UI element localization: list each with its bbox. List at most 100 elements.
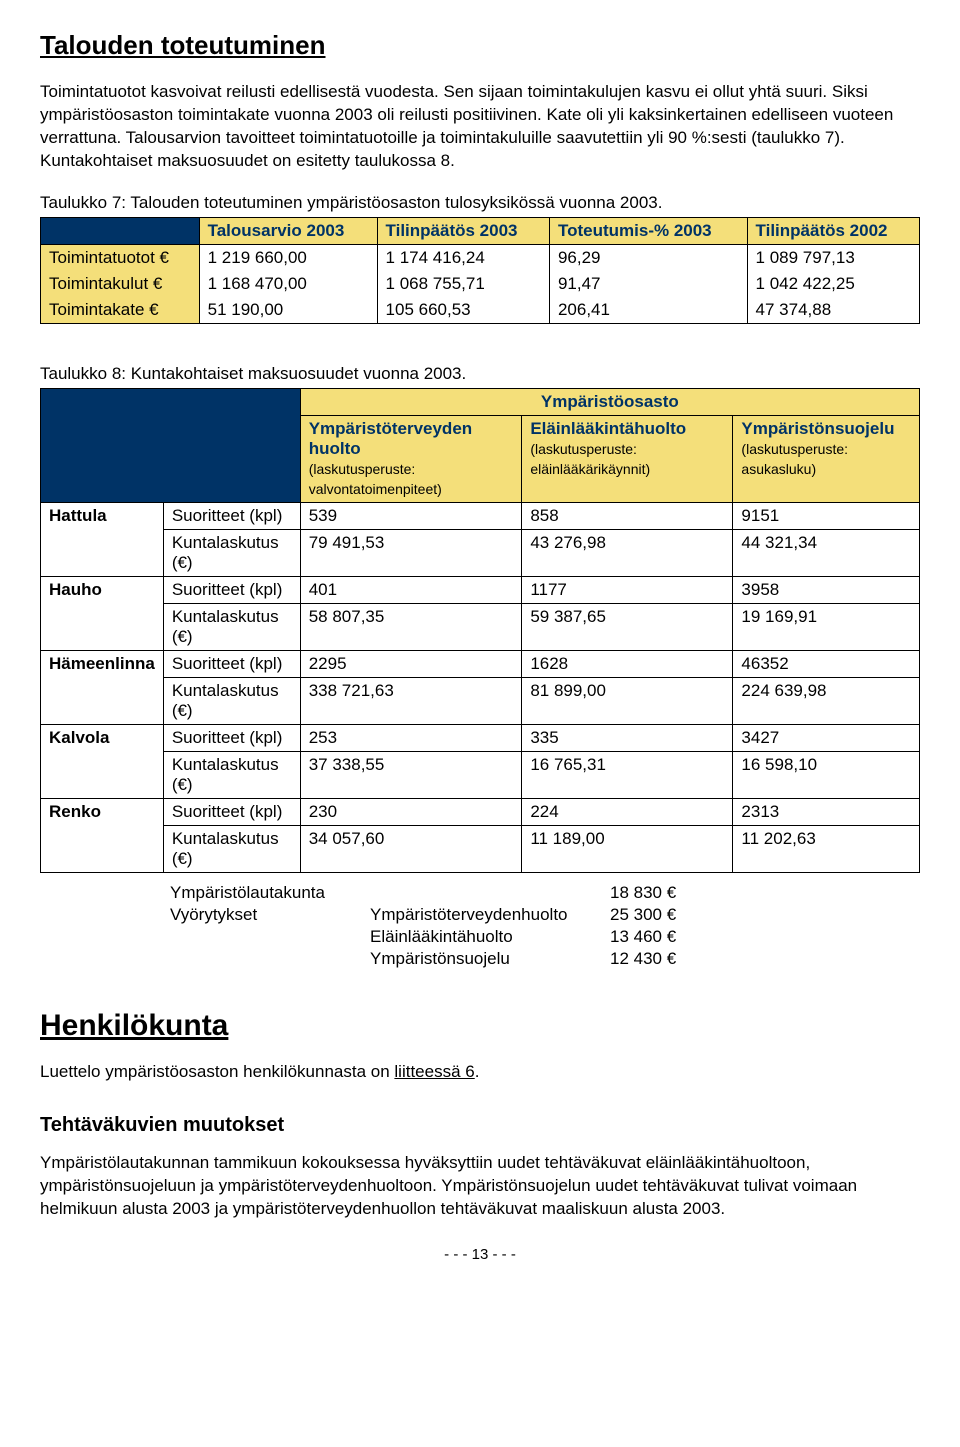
summary-row: Ympäristölautakunta 18 830 € [170, 883, 920, 903]
table8-cell: 539 [300, 502, 522, 529]
table7-cell: 1 219 660,00 [199, 244, 377, 271]
table7-cell: 47 374,88 [747, 297, 919, 324]
table8-metric: Kuntalaskutus (€) [163, 677, 300, 724]
table8-rowname: Hauho [41, 576, 164, 650]
table-row: RenkoSuoritteet (kpl)2302242313 [41, 798, 920, 825]
table7-header: Toteutumis-% 2003 [549, 217, 747, 244]
appendix-link[interactable]: liitteessä 6 [394, 1062, 474, 1081]
table8-cell: 1628 [522, 650, 733, 677]
table8-metric: Kuntalaskutus (€) [163, 751, 300, 798]
table-row: KalvolaSuoritteet (kpl)2533353427 [41, 724, 920, 751]
table-row: Kuntalaskutus (€)37 338,5516 765,3116 59… [41, 751, 920, 798]
table8-cell: 81 899,00 [522, 677, 733, 724]
table8-cell: 43 276,98 [522, 529, 733, 576]
table8-colheader: Ympäristönsuojelu (laskutusperuste: asuk… [733, 415, 920, 502]
table-row: Toimintakate € 51 190,00 105 660,53 206,… [41, 297, 920, 324]
table-row: Toimintakulut € 1 168 470,00 1 068 755,7… [41, 271, 920, 297]
table8-cell: 2295 [300, 650, 522, 677]
table8-rowname: Hämeenlinna [41, 650, 164, 724]
table-row: HämeenlinnaSuoritteet (kpl)2295162846352 [41, 650, 920, 677]
table8-cell: 338 721,63 [300, 677, 522, 724]
table7-header: Talousarvio 2003 [199, 217, 377, 244]
table7-rowlabel: Toimintakate € [41, 297, 200, 324]
table7-cell: 1 174 416,24 [377, 244, 549, 271]
table8-colheader-title: Ympäristönsuojelu [741, 419, 894, 438]
section-henkilokunta-text: Luettelo ympäristöosaston henkilökunnast… [40, 1061, 920, 1084]
summary-row: Ympäristönsuojelu12 430 € [170, 949, 920, 969]
table8-cell: 79 491,53 [300, 529, 522, 576]
text-fragment: . [475, 1062, 480, 1081]
table8-cell: 37 338,55 [300, 751, 522, 798]
table8-metric: Suoritteet (kpl) [163, 576, 300, 603]
table8-cell: 46352 [733, 650, 920, 677]
table8-colheader-sub: (laskutusperuste: valvontatoimenpiteet) [309, 461, 442, 497]
table7: Talousarvio 2003 Tilinpäätös 2003 Toteut… [40, 217, 920, 324]
table8-cell: 335 [522, 724, 733, 751]
table-row: Toimintatuotot € 1 219 660,00 1 174 416,… [41, 244, 920, 271]
table8-cell: 224 [522, 798, 733, 825]
table8-cell: 3958 [733, 576, 920, 603]
summary-label: Ympäristölautakunta [170, 883, 370, 903]
table7-cell: 1 168 470,00 [199, 271, 377, 297]
table8-rowname: Kalvola [41, 724, 164, 798]
table8-cell: 11 202,63 [733, 825, 920, 872]
section-tehtavakuvat-text: Ympäristölautakunnan tammikuun kokoukses… [40, 1152, 920, 1221]
table7-cell: 1 042 422,25 [747, 271, 919, 297]
table-row: Kuntalaskutus (€)58 807,3559 387,6519 16… [41, 603, 920, 650]
table8-cell: 16 765,31 [522, 751, 733, 798]
summary-sublabel: Ympäristönsuojelu [370, 949, 610, 969]
table8-cell: 401 [300, 576, 522, 603]
table7-cell: 1 068 755,71 [377, 271, 549, 297]
table8-cell: 858 [522, 502, 733, 529]
table8-cell: 44 321,34 [733, 529, 920, 576]
table8-colheader-sub: (laskutusperuste: eläinlääkärikäynnit) [530, 441, 650, 477]
summary-value: 13 460 € [610, 927, 710, 947]
table8-colheader: Eläinlääkintähuolto (laskutusperuste: el… [522, 415, 733, 502]
table7-rowlabel: Toimintatuotot € [41, 244, 200, 271]
table8-cell: 2313 [733, 798, 920, 825]
table8-cell: 19 169,91 [733, 603, 920, 650]
summary-sublabel: Eläinlääkintähuolto [370, 927, 610, 947]
table8-cell: 230 [300, 798, 522, 825]
table7-cell: 1 089 797,13 [747, 244, 919, 271]
table7-cell: 96,29 [549, 244, 747, 271]
table8-rowname: Hattula [41, 502, 164, 576]
table8-metric: Suoritteet (kpl) [163, 502, 300, 529]
table8-colheader-sub: (laskutusperuste: asukasluku) [741, 441, 848, 477]
summary-label [170, 927, 370, 947]
table8-cell: 11 189,00 [522, 825, 733, 872]
intro-paragraph: Toimintatuotot kasvoivat reilusti edelli… [40, 81, 920, 173]
table7-header: Tilinpäätös 2002 [747, 217, 919, 244]
summary-sublabel [370, 883, 610, 903]
table8-metric: Suoritteet (kpl) [163, 650, 300, 677]
summary-row: Eläinlääkintähuolto13 460 € [170, 927, 920, 947]
table7-cell: 206,41 [549, 297, 747, 324]
table8-metric: Kuntalaskutus (€) [163, 603, 300, 650]
table7-cell: 51 190,00 [199, 297, 377, 324]
table7-rowlabel: Toimintakulut € [41, 271, 200, 297]
summary-sublabel: Ympäristöterveydenhuolto [370, 905, 610, 925]
table7-caption: Taulukko 7: Talouden toteutuminen ympäri… [40, 193, 920, 213]
table8-cell: 58 807,35 [300, 603, 522, 650]
table8-colheader-title: Eläinlääkintähuolto [530, 419, 686, 438]
table-row: Kuntalaskutus (€)338 721,6381 899,00224 … [41, 677, 920, 724]
page-title: Talouden toteutuminen [40, 30, 920, 61]
table8-superheader: Ympäristöosasto [300, 388, 919, 415]
table8-metric: Suoritteet (kpl) [163, 724, 300, 751]
table7-cell: 91,47 [549, 271, 747, 297]
table8-cell: 34 057,60 [300, 825, 522, 872]
table8-metric: Kuntalaskutus (€) [163, 825, 300, 872]
table8-cell: 224 639,98 [733, 677, 920, 724]
table8-colheader: Ympäristöterveyden huolto (laskutusperus… [300, 415, 522, 502]
table8-cell: 3427 [733, 724, 920, 751]
table7-header: Tilinpäätös 2003 [377, 217, 549, 244]
table-row: HauhoSuoritteet (kpl)40111773958 [41, 576, 920, 603]
summary-value: 25 300 € [610, 905, 710, 925]
summary-value: 12 430 € [610, 949, 710, 969]
section-tehtavakuvat-title: Tehtäväkuvien muutokset [40, 1114, 920, 1137]
table7-cell: 105 660,53 [377, 297, 549, 324]
summary-value: 18 830 € [610, 883, 710, 903]
table8-metric: Kuntalaskutus (€) [163, 529, 300, 576]
table8-cell: 253 [300, 724, 522, 751]
table8-cell: 1177 [522, 576, 733, 603]
